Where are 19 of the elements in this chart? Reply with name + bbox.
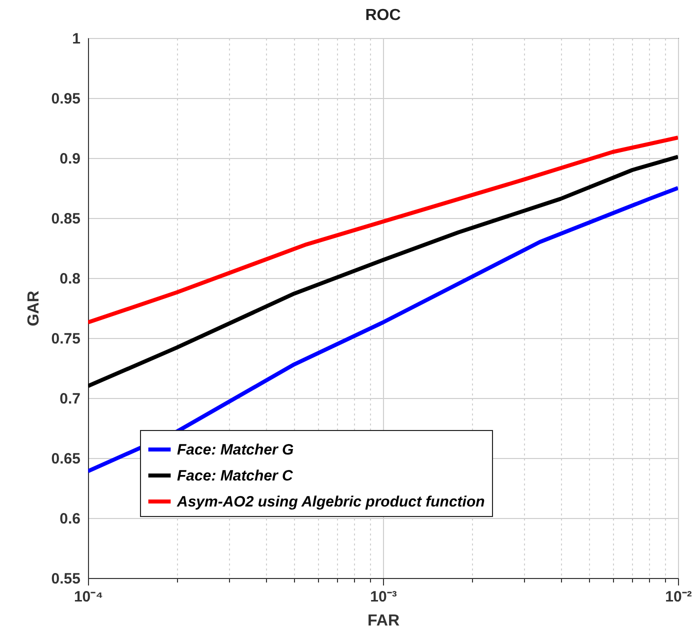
y-tick-label: 0.95 xyxy=(51,90,80,108)
x-tick-label: 10⁻² xyxy=(665,588,692,606)
legend-label: Face: Matcher C xyxy=(177,468,294,484)
y-axis-title: GAR xyxy=(25,290,42,326)
x-axis-title: FAR xyxy=(368,612,400,630)
chart-title: ROC xyxy=(365,7,402,24)
x-tick-label: 10⁻⁴ xyxy=(74,588,104,606)
y-tick-label: 0.7 xyxy=(60,390,80,408)
y-tick-label: 0.55 xyxy=(51,570,80,588)
y-tick-label: 0.75 xyxy=(51,330,80,348)
y-tick-label: 0.85 xyxy=(51,210,80,228)
legend-label: Asym-AO2 using Algebric product function xyxy=(176,494,485,510)
legend-label: Face: Matcher G xyxy=(177,442,294,458)
y-tick-label: 1 xyxy=(72,30,80,48)
y-tick-label: 0.9 xyxy=(60,150,80,168)
y-tick-label: 0.6 xyxy=(60,510,80,528)
y-tick-label: 0.8 xyxy=(60,270,80,288)
x-tick-label: 10⁻³ xyxy=(370,588,397,606)
y-tick-label: 0.65 xyxy=(51,450,80,468)
